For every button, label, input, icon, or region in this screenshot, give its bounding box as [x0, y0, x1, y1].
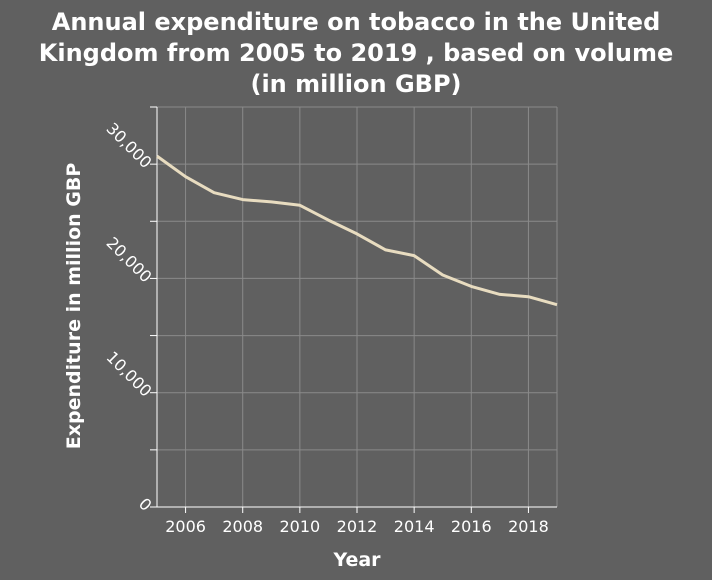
- x-tick-label: 2016: [451, 517, 492, 536]
- ticks: 2006 2008 2010 2012 2014 2016 2018 0 10,000 20,00…: [103, 106, 549, 536]
- x-tick-label: 2018: [508, 517, 549, 536]
- x-tick-label: 2014: [394, 517, 435, 536]
- y-axis-title: Expenditure in million GBP: [63, 163, 85, 450]
- chart-title-line-3: (in million GBP): [250, 70, 461, 98]
- x-tick-label: 2010: [279, 517, 320, 536]
- y-tick-label: 10,000: [103, 348, 156, 401]
- grid: [157, 106, 558, 507]
- chart-title-line-2: Kingdom from 2005 to 2019 , based on vol…: [39, 39, 673, 67]
- series: [156, 154, 558, 307]
- x-tick-label: 2012: [337, 517, 378, 536]
- series-line: [156, 154, 558, 307]
- chart-title-line-1: Annual expenditure on tobacco in the Uni…: [52, 8, 661, 36]
- x-axis-title: Year: [332, 549, 381, 571]
- y-tick-label: 30,000: [103, 119, 156, 172]
- y-tick-label: 20,000: [103, 233, 156, 286]
- x-tick-label: 2006: [165, 517, 206, 536]
- chart-title: Annual expenditure on tobacco in the Uni…: [39, 8, 673, 98]
- y-tick-label: 0: [135, 494, 156, 515]
- x-tick-label: 2008: [222, 517, 263, 536]
